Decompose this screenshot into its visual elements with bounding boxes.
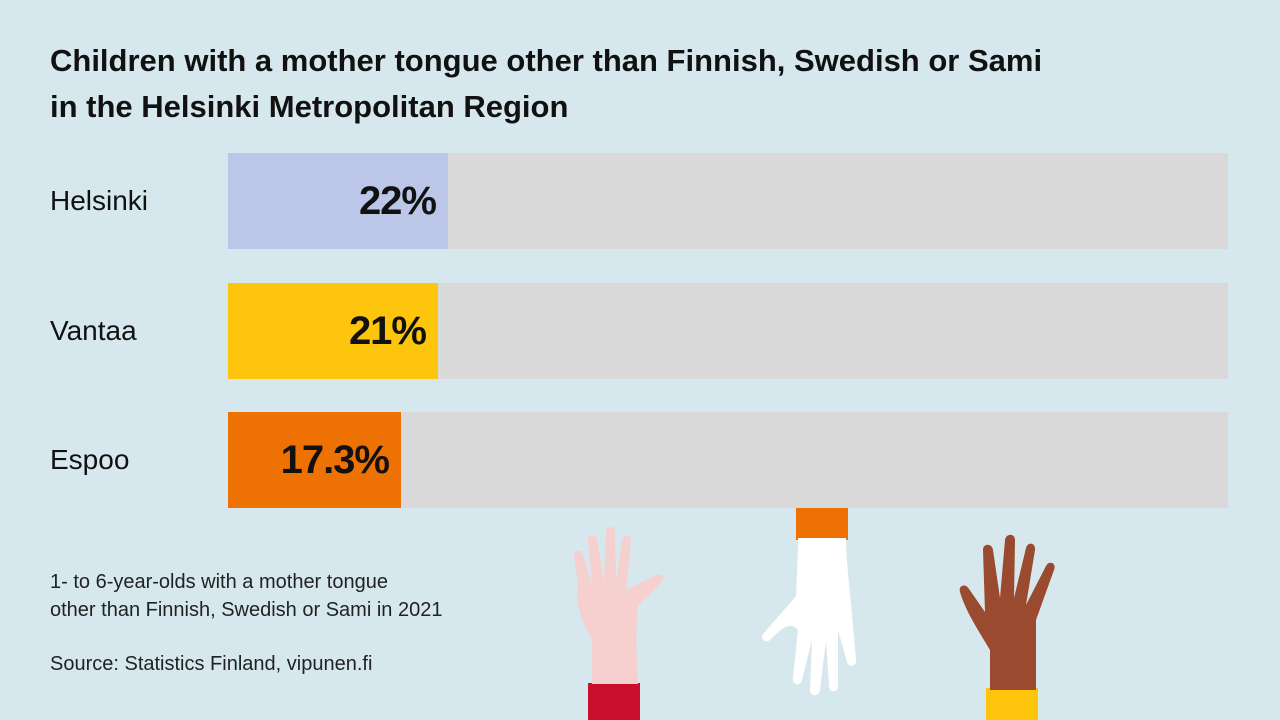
category-label-espoo: Espoo bbox=[50, 444, 130, 475]
bar-track-helsinki: 22% bbox=[228, 153, 1228, 249]
bar-vantaa: 21% bbox=[228, 283, 438, 379]
bar-track-vantaa: 21% bbox=[228, 283, 1228, 379]
raised-hand-white-icon bbox=[762, 508, 857, 696]
footnote: 1- to 6-year-olds with a mother tongue o… bbox=[50, 568, 442, 624]
footnote-line-1: 1- to 6-year-olds with a mother tongue bbox=[50, 571, 388, 593]
source-note: Source: Statistics Finland, vipunen.fi bbox=[50, 653, 373, 675]
raised-hand-brown-icon bbox=[959, 534, 1055, 720]
raised-hand-pink-icon bbox=[573, 526, 664, 720]
category-label-helsinki: Helsinki bbox=[50, 185, 149, 216]
footnote-line-2: other than Finnish, Swedish or Sami in 2… bbox=[50, 599, 443, 621]
category-label-vantaa: Vantaa bbox=[50, 315, 137, 346]
bar-helsinki: 22% bbox=[228, 153, 448, 249]
bar-value-label-espoo: 17.3% bbox=[280, 438, 390, 482]
bar-value-label-helsinki: 22% bbox=[358, 179, 437, 223]
bar-espoo: 17.3% bbox=[228, 412, 401, 508]
bar-value-label-vantaa: 21% bbox=[348, 309, 427, 353]
chart-title: Children with a mother tongue other than… bbox=[50, 43, 1043, 124]
bar-track-espoo: 17.3% bbox=[228, 412, 1228, 508]
